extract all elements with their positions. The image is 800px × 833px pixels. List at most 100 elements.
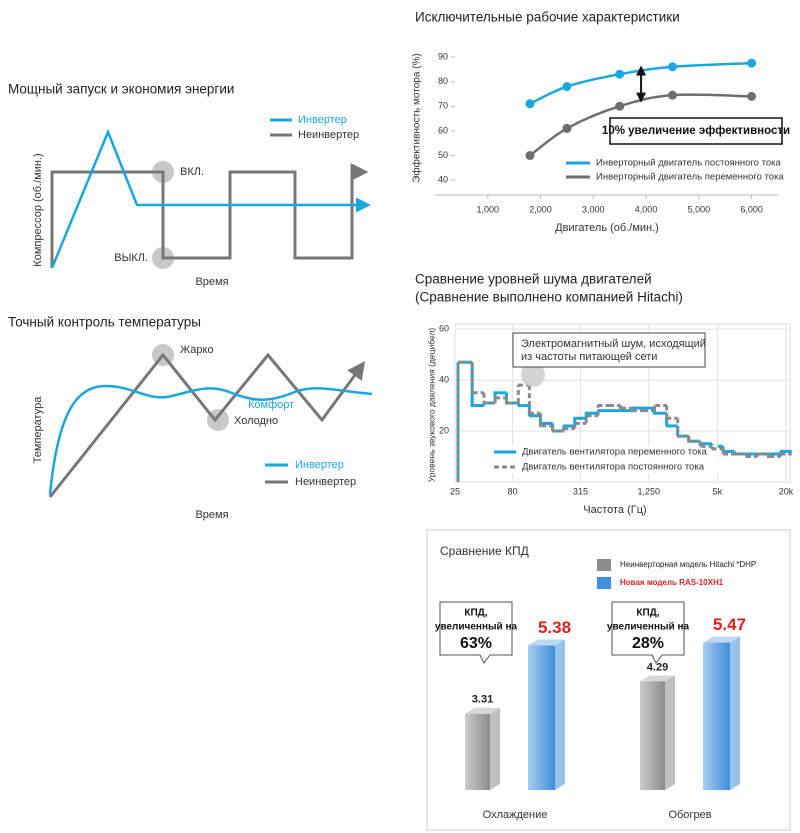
label: Жарко bbox=[180, 344, 214, 356]
x-label: Частота (Гц) bbox=[583, 504, 646, 516]
non-inverter-line bbox=[50, 163, 369, 268]
y-tick-label: 60 bbox=[438, 125, 448, 135]
legend-box bbox=[490, 445, 718, 459]
legend-label: Инвертер bbox=[298, 114, 347, 126]
annotation: 10% увеличение эффективности bbox=[602, 125, 790, 137]
bar-side bbox=[555, 639, 565, 790]
y-tick-label: 70 bbox=[438, 101, 448, 111]
chart-subtitle: (Сравнение выполнено компанией Hitachi) bbox=[415, 290, 683, 305]
y-tick-label: 40 bbox=[439, 374, 449, 384]
bar-shine bbox=[703, 642, 730, 790]
bar-side bbox=[665, 675, 675, 790]
chart-title: Сравнение КПД bbox=[440, 544, 529, 558]
legend-label: Инверторный двигатель переменного тока bbox=[596, 172, 784, 183]
legend-label: Инверторный двигатель постоянного тока bbox=[596, 158, 781, 169]
x-tick-label: 5k bbox=[713, 486, 723, 496]
annotation-box bbox=[611, 601, 685, 664]
value-label: 5.47 bbox=[713, 615, 746, 634]
diagram-temperature: Точный контроль температуры Температура … bbox=[8, 315, 373, 521]
legend-label: Двигатель вентилятора постоянного тока bbox=[522, 462, 705, 473]
y-tick-label: 60 bbox=[439, 323, 449, 333]
bar-shine bbox=[465, 713, 490, 790]
x-tick-label: Обогрев bbox=[668, 809, 711, 821]
data-point bbox=[667, 62, 677, 72]
x-tick-label: Охлаждение bbox=[483, 809, 548, 821]
x-tick-label: 80 bbox=[508, 486, 518, 496]
data-point bbox=[525, 151, 535, 161]
x-label: Двигатель (об./мин.) bbox=[555, 222, 659, 234]
legend-box bbox=[490, 460, 718, 474]
y-tick-label: 80 bbox=[438, 76, 448, 86]
bar-top bbox=[465, 707, 500, 714]
data-point bbox=[667, 90, 677, 100]
annotation-marker bbox=[521, 363, 545, 387]
data-point bbox=[747, 91, 757, 101]
annotation: КПД, bbox=[464, 608, 487, 619]
x-tick-label: 20k bbox=[779, 486, 794, 496]
non-inverter-line bbox=[48, 352, 366, 498]
legend-swatch bbox=[597, 559, 611, 571]
y-tick-label: 90 bbox=[438, 51, 448, 61]
x-tick-label: 25 bbox=[450, 486, 460, 496]
annotation: 63% bbox=[460, 635, 492, 652]
x-tick-label: 3,000 bbox=[582, 204, 605, 214]
y-tick-label: 20 bbox=[439, 425, 449, 435]
y-tick-label: 50 bbox=[438, 150, 448, 160]
label: Холодно bbox=[234, 415, 278, 427]
annotation: Электромагнитный шум, исходящий bbox=[521, 338, 706, 350]
data-point bbox=[525, 99, 535, 109]
bar-top bbox=[640, 675, 675, 682]
x-tick-label: 5,000 bbox=[688, 204, 711, 214]
x-tick-label: 4,000 bbox=[635, 204, 658, 214]
legend-label: Новая модель RAS-10XH1 bbox=[620, 578, 724, 587]
legend-swatch bbox=[597, 577, 611, 589]
label: ВКЛ. bbox=[180, 166, 204, 178]
x-tick-label: 1,000 bbox=[477, 204, 500, 214]
legend-label: Неинвертер bbox=[298, 129, 359, 141]
annotation: КПД, bbox=[636, 608, 659, 619]
label: Комфорт bbox=[248, 399, 294, 411]
annotation-box bbox=[439, 601, 513, 664]
value-label: 5.38 bbox=[538, 618, 571, 637]
legend-label: Двигатель вентилятора переменного тока bbox=[522, 447, 708, 458]
legend-label: Инвертер bbox=[295, 459, 344, 471]
data-point bbox=[562, 82, 572, 92]
annotation: из частоты питающей сети bbox=[521, 351, 657, 363]
bar-shine bbox=[640, 681, 665, 790]
value-label: 3.31 bbox=[472, 694, 493, 706]
chart-title: Сравнение уровней шума двигателей bbox=[415, 272, 652, 287]
bar-side bbox=[490, 707, 500, 790]
label: ВЫКЛ. bbox=[114, 252, 148, 264]
inverter-line bbox=[50, 128, 371, 269]
bar-shine bbox=[528, 645, 555, 790]
bar-top bbox=[703, 636, 740, 643]
x-tick-label: 6,000 bbox=[740, 204, 763, 214]
data-point bbox=[615, 101, 625, 111]
y-label: Эффективность мотора (%) bbox=[411, 53, 423, 183]
bar-side bbox=[730, 636, 740, 790]
chart-frame bbox=[426, 529, 791, 831]
annotation-box bbox=[609, 117, 783, 145]
chart-title: Исключительные рабочие характеристики bbox=[415, 10, 680, 25]
value-label: 4.29 bbox=[647, 661, 668, 673]
annotation: увеличенный на bbox=[607, 622, 690, 633]
y-label: Температура bbox=[32, 396, 44, 464]
y-tick-label: 40 bbox=[438, 175, 448, 185]
x-label: Время bbox=[195, 509, 228, 521]
annotation: увеличенный на bbox=[435, 622, 518, 633]
annotation-box bbox=[512, 332, 706, 368]
x-tick-label: 1,250 bbox=[637, 486, 660, 496]
x-tick-label: 315 bbox=[573, 486, 588, 496]
x-label: Время bbox=[195, 276, 228, 288]
data-point bbox=[615, 69, 625, 79]
x-tick-label: 2,000 bbox=[529, 204, 552, 214]
data-point bbox=[747, 58, 757, 68]
inverter-line bbox=[48, 384, 373, 496]
annotation: 28% bbox=[632, 635, 664, 652]
bar-top bbox=[528, 639, 565, 646]
data-point bbox=[562, 123, 572, 133]
y-label: Компрессор (об./мин.) bbox=[32, 153, 44, 266]
legend-label: Неинверторная модель Hitachi *DHP bbox=[620, 560, 756, 569]
legend-label: Неинвертер bbox=[295, 476, 356, 488]
